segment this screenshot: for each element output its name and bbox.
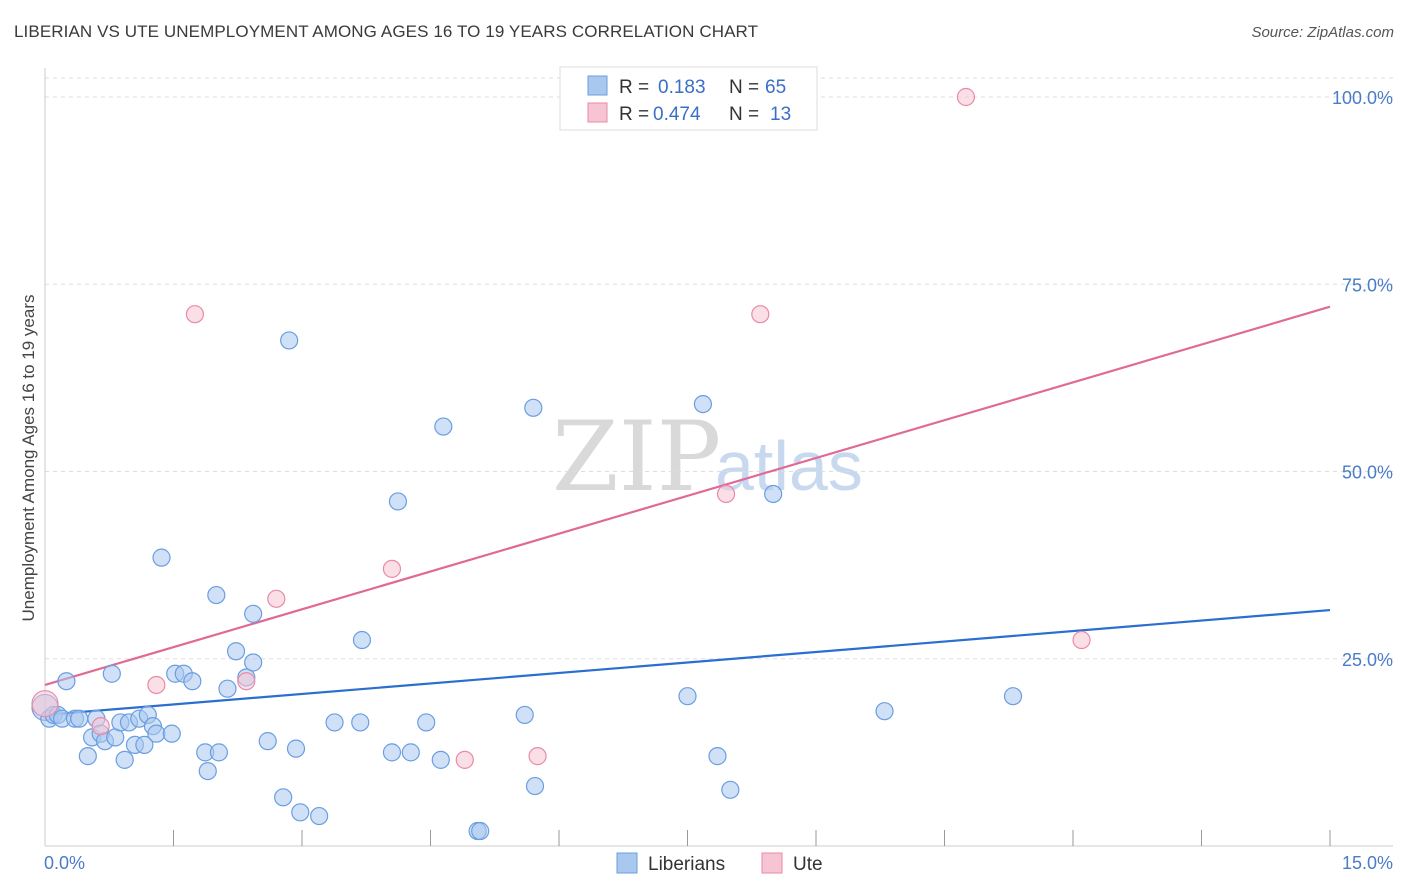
correlation-legend: R = 0.183 N = 65 R = 0.474 N = 13 (559, 66, 818, 131)
liberians-point (102, 664, 121, 683)
ute-point (382, 559, 402, 578)
ute-point (455, 750, 474, 769)
liberians-point (325, 713, 344, 732)
ute-point (147, 675, 166, 695)
y-tick-label-100: 100.0% (1332, 88, 1393, 108)
source-credit: Source: ZipAtlas.com (1251, 24, 1394, 41)
liberians-point (721, 780, 740, 799)
liberians-point (401, 743, 420, 762)
liberians-point (417, 713, 436, 732)
liberians-point (693, 394, 713, 414)
legend-r-label-1: R = (619, 77, 649, 98)
liberians-point (524, 398, 543, 417)
y-axis-label: Unemployment Among Ages 16 to 19 years (19, 295, 38, 622)
liberians-point (244, 653, 263, 672)
liberians-trend-line (44, 608, 1331, 717)
liberians-point (708, 747, 727, 766)
liberians-point (183, 672, 202, 691)
liberians-point (388, 492, 408, 511)
watermark-zip: ZIP (552, 401, 721, 513)
legend-swatch-liberians (587, 75, 608, 96)
legend-n-value-2: 13 (770, 104, 791, 125)
liberians-point (431, 750, 450, 769)
y-tick-label-25: 25.0% (1342, 650, 1393, 670)
liberians-point (218, 679, 237, 698)
ute-point (185, 305, 205, 324)
liberians-point (135, 735, 154, 754)
ute-point (267, 589, 286, 608)
liberians-point (162, 724, 181, 743)
legend-n-value-1: 65 (765, 77, 786, 98)
bottom-legend-swatch-liberians (616, 852, 638, 874)
x-tick-label-max: 15.0% (1342, 853, 1393, 873)
liberians-point (286, 739, 306, 758)
ute-point (751, 305, 770, 324)
liberians-point (57, 672, 76, 691)
liberians-point (274, 788, 293, 807)
liberians-point (875, 702, 894, 721)
liberians-point (515, 705, 534, 725)
ute-point (31, 690, 59, 718)
liberians-point (352, 630, 372, 650)
liberians-point (115, 750, 134, 769)
chart-title: LIBERIAN VS UTE UNEMPLOYMENT AMONG AGES … (14, 22, 759, 41)
liberians-point (525, 776, 545, 796)
bottom-legend-ute: Ute (793, 854, 823, 875)
series-legend: Liberians Ute (616, 852, 823, 875)
legend-r-value-2: 0.474 (653, 104, 701, 125)
liberians-point (310, 806, 329, 826)
y-tick-label-50: 50.0% (1342, 463, 1393, 483)
legend-r-label-2: R = (619, 104, 649, 125)
ute-point (91, 717, 110, 736)
liberians-point (280, 331, 299, 350)
liberians-point (678, 687, 697, 706)
ute-point (1072, 630, 1091, 650)
ute-point (716, 484, 736, 504)
liberians-point (434, 417, 453, 436)
liberians-point (244, 604, 263, 623)
legend-swatch-ute (587, 102, 608, 123)
bottom-legend-liberians: Liberians (648, 854, 725, 875)
trend-lines (44, 305, 1331, 717)
data-points (31, 87, 1091, 841)
liberians-point (78, 747, 97, 766)
liberians-point (147, 724, 166, 743)
bottom-legend-swatch-ute (761, 852, 783, 874)
ute-point (528, 747, 547, 766)
legend-n-label-1: N = (729, 77, 759, 98)
liberians-point (351, 713, 370, 732)
liberians-point (198, 761, 217, 781)
y-tick-label-75: 75.0% (1342, 275, 1393, 295)
y-tick-labels: 25.0% 50.0% 75.0% 100.0% (1332, 88, 1393, 670)
legend-n-label-2: N = (729, 104, 759, 125)
liberians-point (471, 821, 490, 841)
x-tick-label-min: 0.0% (44, 853, 85, 873)
ute-point (956, 87, 976, 107)
gridlines (45, 77, 1393, 660)
liberians-point (258, 732, 277, 751)
liberians-point (207, 585, 226, 605)
liberians-point (70, 709, 89, 728)
liberians-point (226, 642, 246, 661)
liberians-point (152, 548, 171, 567)
liberians-point (291, 803, 310, 822)
liberians-point (382, 743, 402, 762)
legend-r-value-1: 0.183 (658, 77, 706, 98)
ute-point (237, 672, 256, 691)
liberians-point (1003, 687, 1023, 706)
liberians-point (209, 743, 229, 762)
ute-trend-line (44, 305, 1331, 687)
liberians-point (764, 484, 783, 504)
